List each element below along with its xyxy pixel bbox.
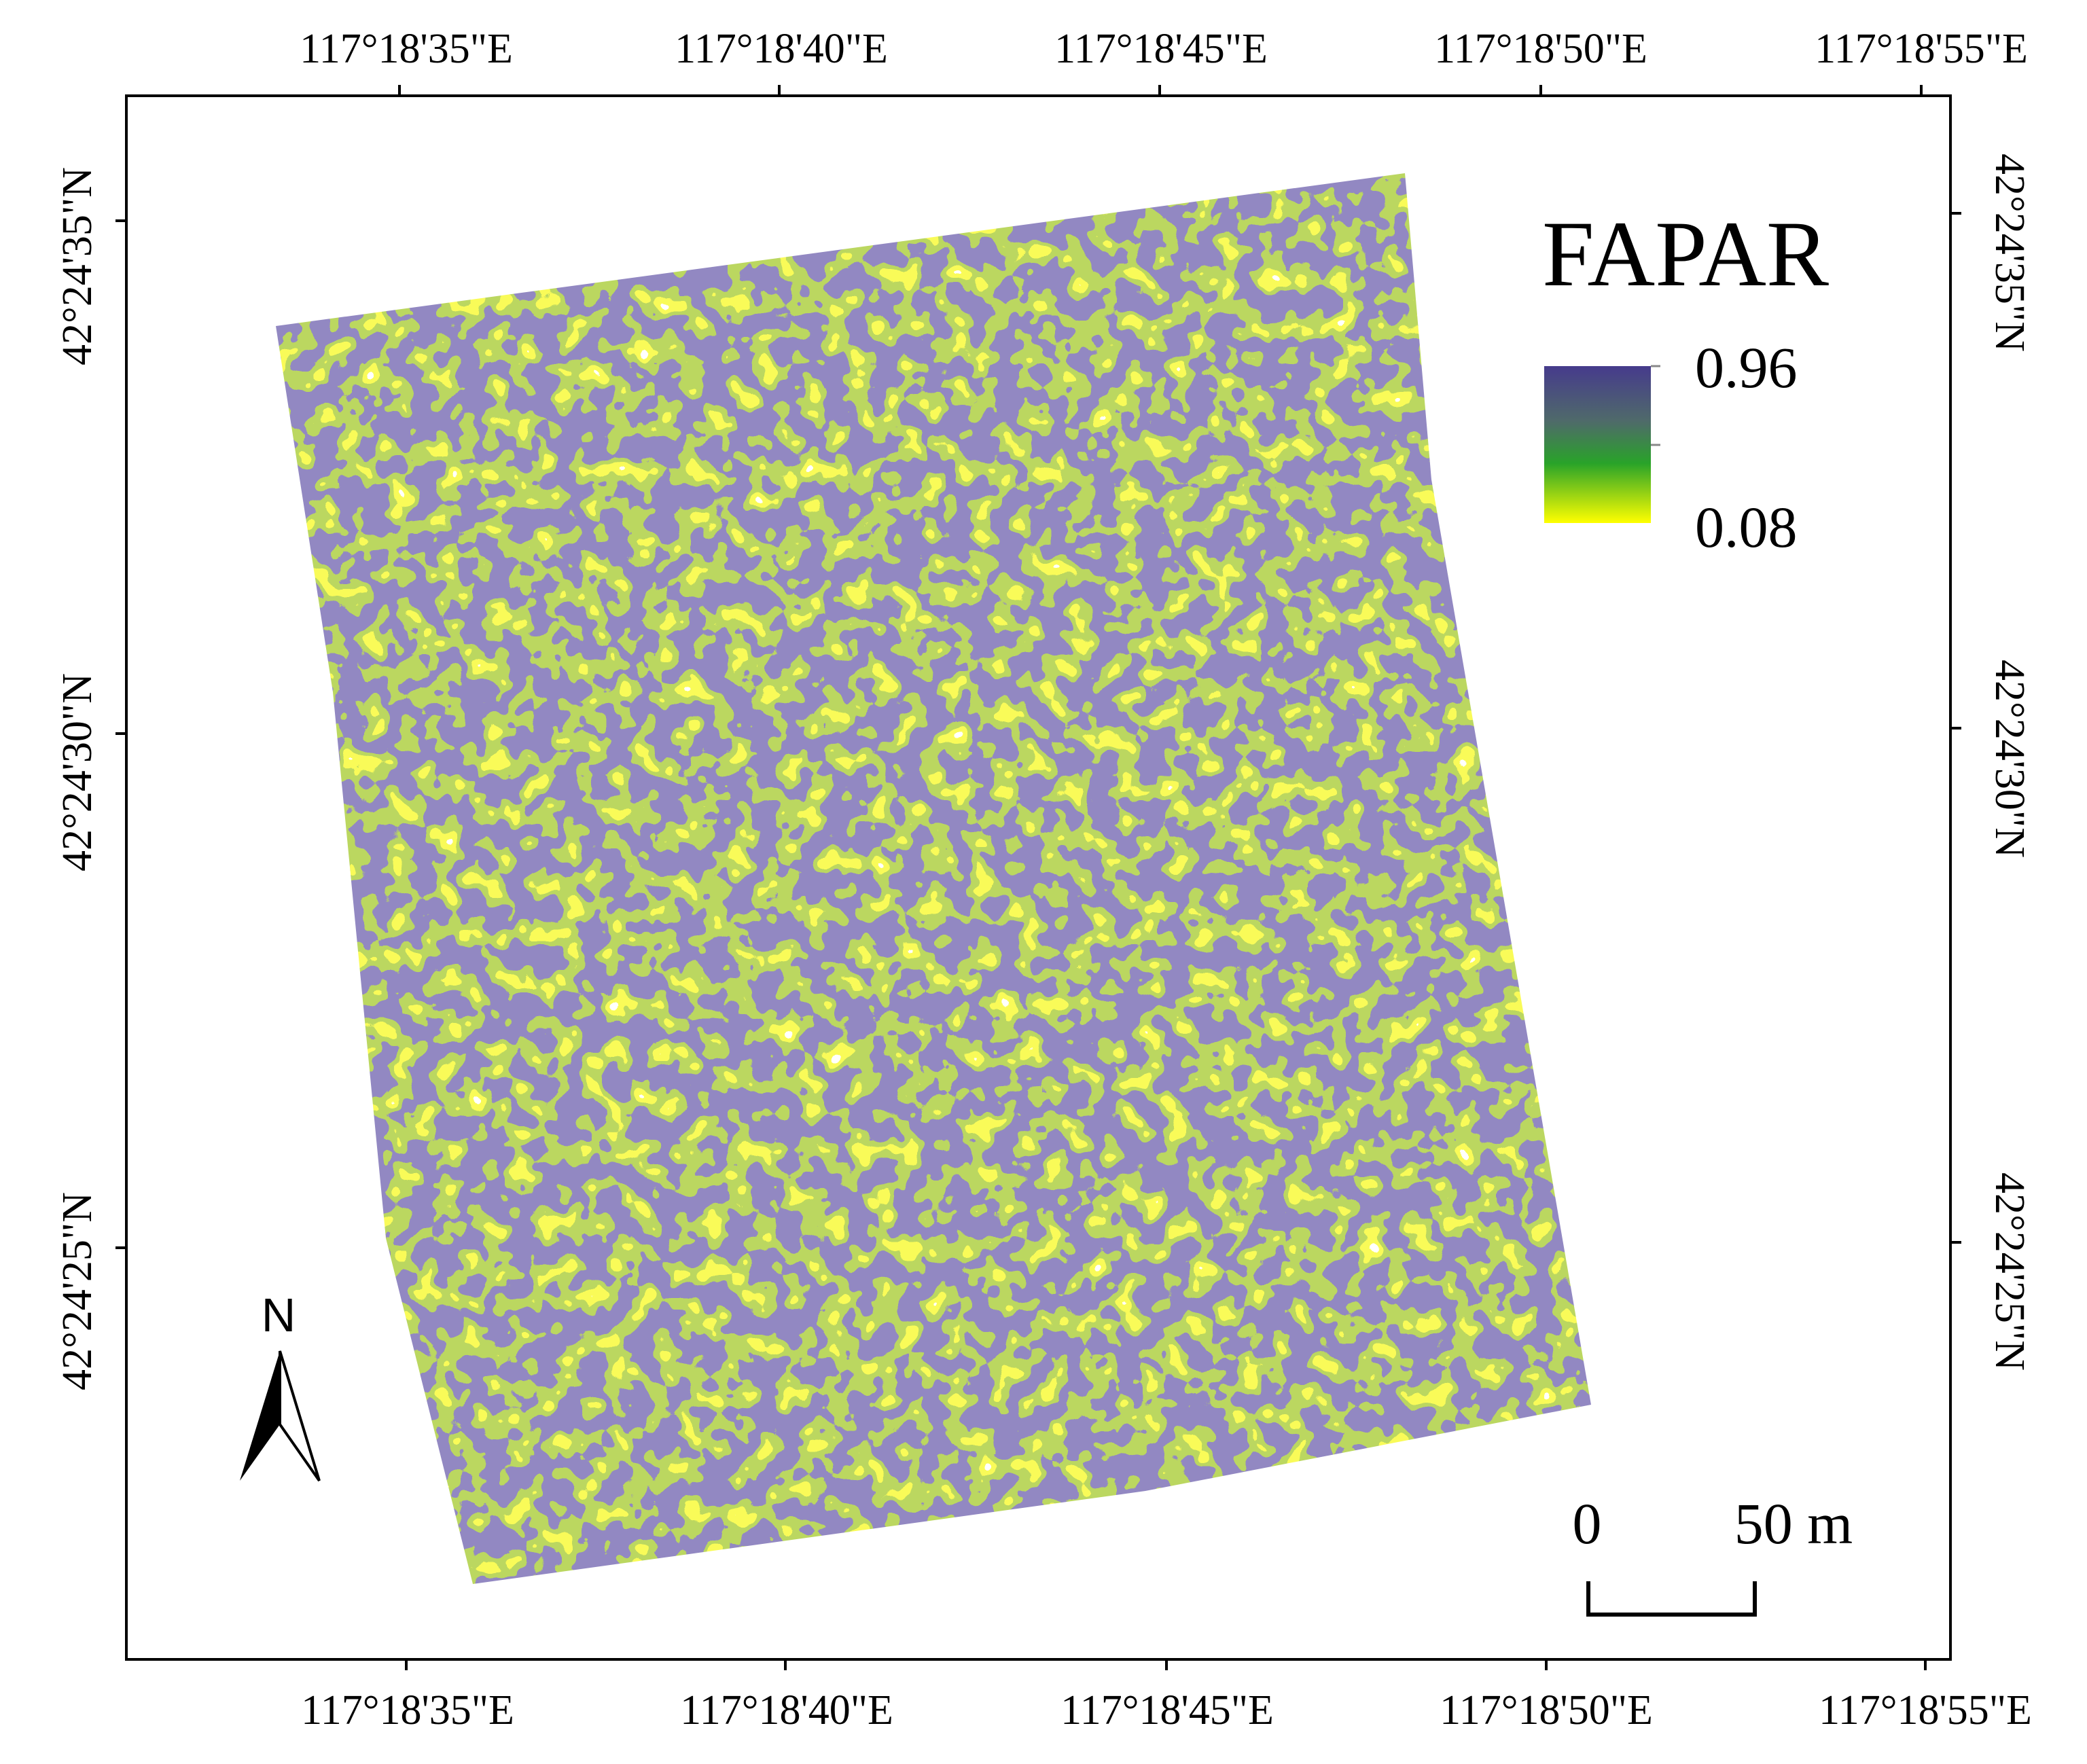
lon-label: 117°18'35"E (300, 26, 513, 72)
lat-label: 42°24'30"N (54, 673, 101, 871)
lon-label: 117°18'45"E (1060, 1687, 1274, 1733)
legend-max: 0.96 (1695, 335, 1798, 400)
lon-label: 117°18'50"E (1434, 26, 1647, 72)
top-labels: 117°18'35"E 117°18'40"E 117°18'45"E 117°… (300, 26, 2028, 72)
lat-label: 42°24'25"N (1986, 1172, 2033, 1371)
lon-label: 117°18'35"E (301, 1687, 514, 1733)
lat-label: 42°24'30"N (1986, 660, 2033, 858)
color-ramp (1544, 366, 1651, 523)
legend: FAPAR 0.96 0.08 (1542, 202, 1829, 560)
legend-min: 0.08 (1695, 494, 1798, 560)
north-label: N (262, 1289, 296, 1342)
legend-title: FAPAR (1542, 202, 1829, 306)
lat-label: 42°24'25"N (54, 1192, 101, 1390)
scale-bar: 0 50 m (1573, 1491, 1853, 1617)
scale-start: 0 (1573, 1491, 1602, 1556)
lon-label: 117°18'40"E (680, 1687, 893, 1733)
lon-label: 117°18'40"E (675, 26, 888, 72)
ticks (115, 85, 1961, 1670)
left-labels: 42°24'35"N 42°24'30"N 42°24'25"N (54, 167, 101, 1390)
lat-label: 42°24'35"N (1986, 154, 2033, 352)
scale-end: 50 m (1734, 1491, 1853, 1556)
right-labels: 42°24'35"N 42°24'30"N 42°24'25"N (1986, 154, 2033, 1371)
lon-label: 117°18'55"E (1819, 1687, 2032, 1733)
north-arrow: N (240, 1289, 321, 1482)
lon-label: 117°18'45"E (1054, 26, 1268, 72)
lon-label: 117°18'50"E (1440, 1687, 1653, 1733)
map-frame (125, 94, 1952, 1661)
fapar-raster (276, 173, 1591, 1584)
lon-label: 117°18'55"E (1815, 26, 2028, 72)
bottom-labels: 117°18'35"E 117°18'40"E 117°18'45"E 117°… (301, 1687, 2032, 1733)
lat-label: 42°24'35"N (54, 167, 101, 365)
